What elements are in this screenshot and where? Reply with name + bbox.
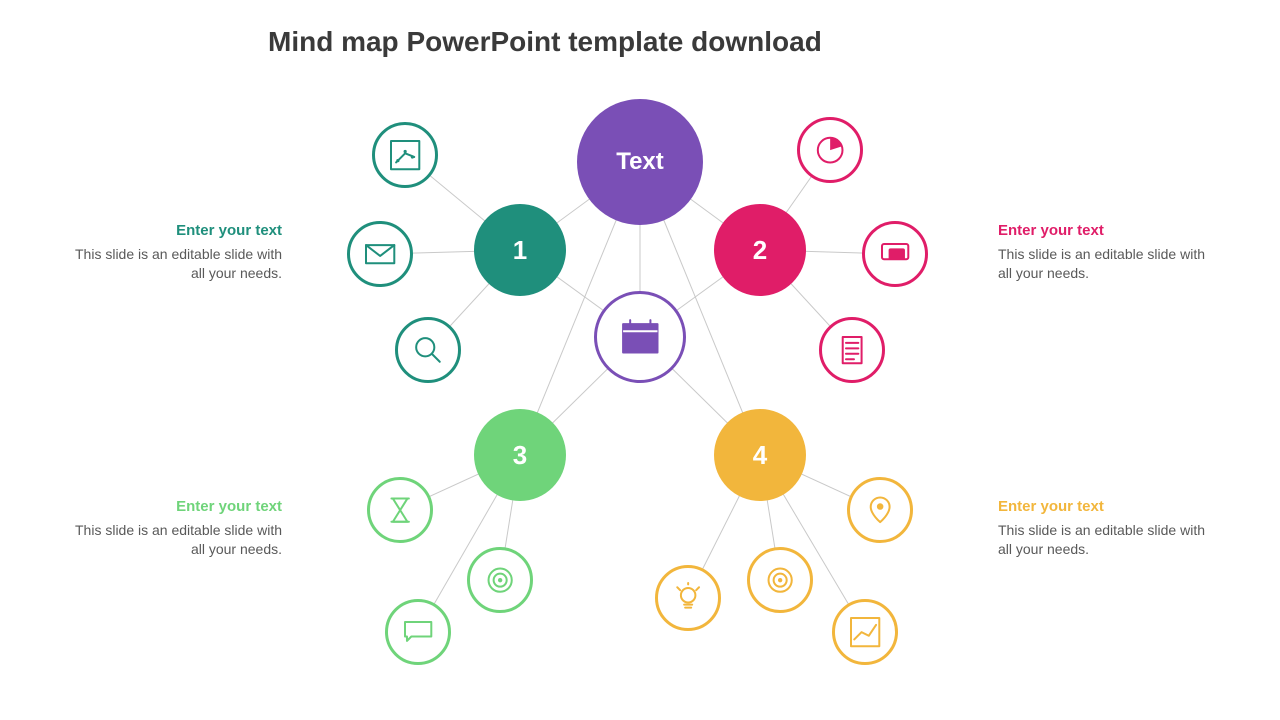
branch-text: Enter your text This slide is an editable…	[998, 498, 1208, 559]
branch-header: Enter your text	[72, 222, 282, 239]
branch-header: Enter your text	[998, 498, 1208, 515]
branch-header: Enter your text	[72, 498, 282, 515]
branch-body: This slide is an editable slide with all…	[72, 245, 282, 283]
branch-node-1: 1	[474, 204, 566, 296]
branch-header: Enter your text	[998, 222, 1208, 239]
target-icon	[747, 547, 813, 613]
branch-text: Enter your text This slide is an editable…	[72, 222, 282, 283]
branch-node-2: 2	[714, 204, 806, 296]
branch-body: This slide is an editable slide with all…	[998, 521, 1208, 559]
center-icon-calendar	[594, 291, 686, 383]
branch-text: Enter your text This slide is an editable…	[998, 222, 1208, 283]
chat-icon	[385, 599, 451, 665]
branch-node-3: 3	[474, 409, 566, 501]
pie-icon	[797, 117, 863, 183]
branch-body: This slide is an editable slide with all…	[72, 521, 282, 559]
search-icon	[395, 317, 461, 383]
hourglass-icon	[367, 477, 433, 543]
bulb-icon	[655, 565, 721, 631]
envelope-icon	[347, 221, 413, 287]
scatter-icon	[372, 122, 438, 188]
pin-icon	[847, 477, 913, 543]
target-icon	[467, 547, 533, 613]
doc-icon	[819, 317, 885, 383]
branch-text: Enter your text This slide is an editable…	[72, 498, 282, 559]
branch-node-4: 4	[714, 409, 806, 501]
linechart-icon	[832, 599, 898, 665]
page-title: Mind map PowerPoint template download	[268, 26, 822, 58]
central-node: Text	[577, 99, 703, 225]
comment-icon	[862, 221, 928, 287]
branch-body: This slide is an editable slide with all…	[998, 245, 1208, 283]
